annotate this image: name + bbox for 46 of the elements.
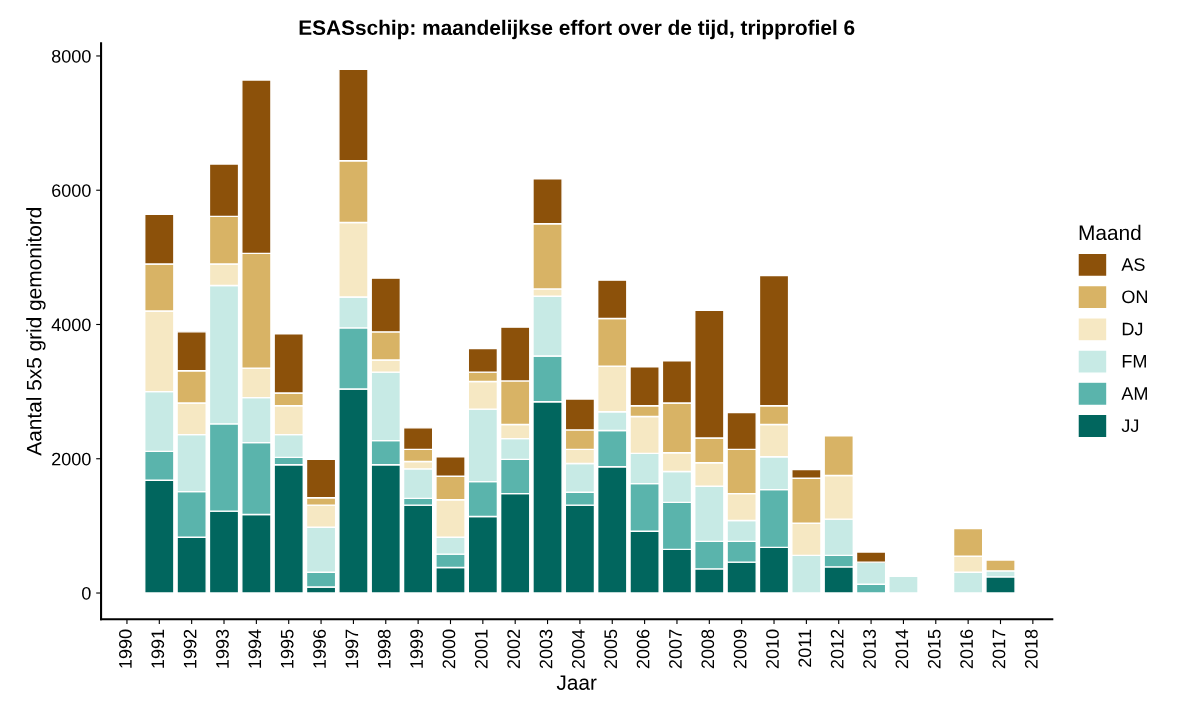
x-tick-label: 2013 bbox=[863, 629, 876, 669]
x-tick-label: 2015 bbox=[927, 629, 941, 669]
x-tick-label: 2017 bbox=[992, 629, 1006, 669]
x-tick-label: 1991 bbox=[151, 629, 165, 668]
x-tick-label: 2004 bbox=[571, 629, 585, 669]
x-axis-title: Jaar bbox=[556, 675, 597, 690]
y-tick-label: 6000 bbox=[52, 184, 91, 197]
legend-title: Maand bbox=[1079, 224, 1141, 241]
x-tick-label: 1998 bbox=[377, 629, 391, 668]
y-tick-label: 4000 bbox=[51, 318, 91, 332]
bar bbox=[888, 575, 919, 594]
y-axis-title: Aantal 5x5 grid gemonitord bbox=[26, 208, 46, 456]
x-tick-label: 2002 bbox=[507, 629, 521, 669]
x-tick-label: 2008 bbox=[701, 629, 715, 669]
bar bbox=[985, 576, 1016, 594]
legend-label: DJ bbox=[1122, 322, 1143, 336]
y-tick-label: 8000 bbox=[51, 49, 91, 63]
x-tick-label: 1994 bbox=[248, 629, 262, 668]
x-tick-label: 2018 bbox=[1024, 629, 1038, 669]
x-tick-label: 2014 bbox=[895, 629, 909, 669]
x-tick-label: 2001 bbox=[474, 629, 488, 669]
x-tick-label: 1999 bbox=[410, 629, 423, 668]
x-tick-label: 2000 bbox=[442, 629, 456, 669]
legend-label: AM bbox=[1121, 387, 1147, 400]
x-tick-label: 1997 bbox=[345, 629, 359, 668]
x-tick-label: 2010 bbox=[766, 629, 779, 669]
x-tick-label: 2007 bbox=[669, 629, 682, 669]
x-tick-label: 1990 bbox=[119, 629, 132, 668]
x-tick-label: 2006 bbox=[636, 629, 650, 669]
legend-label: AS bbox=[1121, 258, 1145, 271]
x-tick-label: 1996 bbox=[313, 629, 326, 668]
x-tick-label: 1995 bbox=[280, 629, 294, 668]
y-tick-label: 0 bbox=[82, 586, 91, 600]
x-tick-label: 2003 bbox=[539, 629, 553, 669]
legend-label: JJ bbox=[1121, 419, 1139, 433]
x-tick-label: 2016 bbox=[960, 629, 973, 669]
chart-title: ESASschip: maandelijkse effort over de tijd, tripprofiel 6 bbox=[299, 19, 855, 40]
x-tick-label: 1992 bbox=[183, 629, 197, 668]
y-tick-label: 2000 bbox=[52, 452, 91, 466]
legend-label: FM bbox=[1122, 355, 1146, 368]
x-tick-label: 2009 bbox=[733, 629, 747, 669]
x-tick-label: 2011 bbox=[798, 629, 812, 667]
x-tick-label: 2005 bbox=[604, 629, 618, 669]
legend-label: ON bbox=[1122, 290, 1147, 304]
x-tick-label: 1993 bbox=[216, 629, 229, 668]
x-tick-label: 2012 bbox=[830, 629, 844, 669]
